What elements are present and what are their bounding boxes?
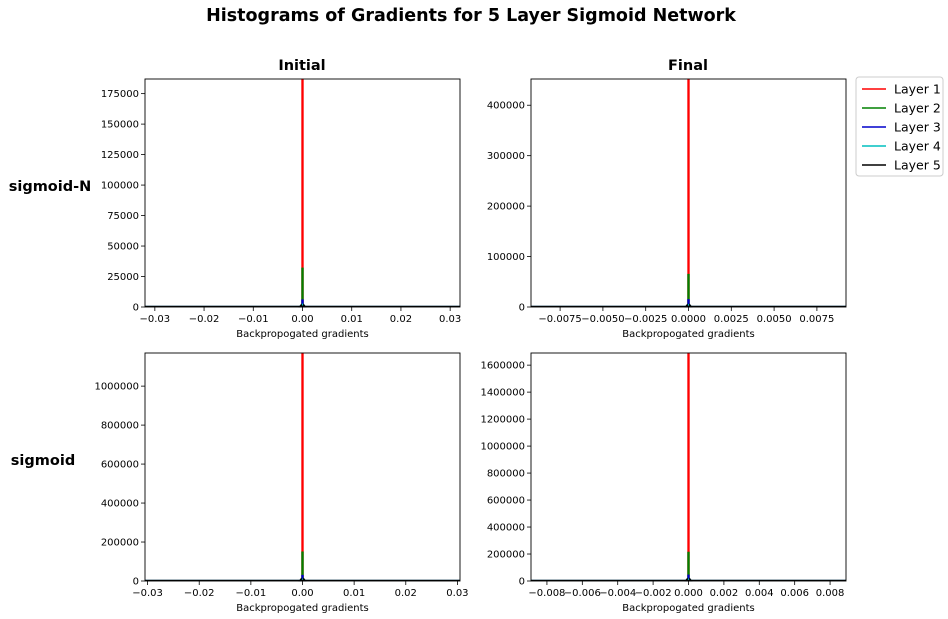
y-tick-label: 75000 — [107, 211, 139, 222]
col-title-final: Final — [668, 58, 708, 74]
y-tick-label: 150000 — [101, 120, 139, 131]
y-tick-label: 400000 — [487, 101, 525, 112]
x-tick-label: −0.01 — [236, 588, 267, 599]
y-tick-label: 300000 — [487, 151, 525, 162]
x-tick-label: −0.0025 — [624, 314, 667, 325]
y-tick-label: 200000 — [487, 202, 525, 213]
x-tick-label: 0.00 — [291, 588, 313, 599]
y-tick-label: 25000 — [107, 272, 139, 283]
x-tick-label: −0.006 — [564, 588, 601, 599]
legend-frame — [855, 76, 944, 177]
y-tick-label: 0 — [519, 303, 525, 314]
legend-label-layer-1: Layer 1 — [894, 82, 941, 97]
x-tick-label: −0.0050 — [581, 314, 624, 325]
figure-title: Histograms of Gradients for 5 Layer Sigm… — [206, 6, 736, 26]
x-axis-label: Backpropogated gradients — [622, 329, 755, 340]
y-tick-label: 0 — [133, 303, 139, 314]
x-tick-label: 0.03 — [439, 314, 461, 325]
x-tick-label: 0.000 — [674, 588, 703, 599]
y-tick-label: 800000 — [101, 421, 139, 432]
y-tick-label: 600000 — [487, 496, 525, 507]
x-tick-label: 0.002 — [710, 588, 739, 599]
y-tick-label: 100000 — [487, 252, 525, 263]
x-tick-label: 0.02 — [395, 588, 417, 599]
x-tick-label: 0.03 — [446, 588, 468, 599]
x-tick-label: −0.03 — [132, 588, 163, 599]
x-tick-label: −0.004 — [599, 588, 636, 599]
y-tick-label: 200000 — [101, 538, 139, 549]
x-axis-label: Backpropogated gradients — [236, 329, 369, 340]
legend: Layer 1 Layer 2 Layer 3 Layer 4 Layer 5 — [855, 76, 944, 177]
y-tick-label: 200000 — [487, 550, 525, 561]
y-tick-label: 1600000 — [480, 361, 525, 372]
row-label-sigmoid-n: sigmoid-N — [9, 179, 92, 195]
y-tick-label: 1400000 — [480, 388, 525, 399]
y-tick-label: 400000 — [487, 523, 525, 534]
x-tick-label: −0.01 — [238, 314, 269, 325]
panel-sigmoid-initial: −0.03 −0.02 −0.01 0.00 0.01 0.02 0.03 0 200000 40… — [94, 352, 469, 614]
y-tick-label: 0 — [133, 577, 139, 588]
x-tick-label: 0.0050 — [757, 314, 792, 325]
y-tick-label: 1000000 — [94, 382, 139, 393]
legend-label-layer-2: Layer 2 — [894, 101, 941, 116]
y-tick-label: 175000 — [101, 89, 139, 100]
x-tick-label: −0.02 — [184, 588, 215, 599]
histogram-spike-layer-1 — [298, 352, 307, 582]
y-tick-label: 125000 — [101, 150, 139, 161]
col-title-initial: Initial — [278, 58, 325, 74]
panel-sigmoid-n-final: −0.0075 −0.0050 −0.0025 0.0000 0.0025 0.0050 0… — [487, 78, 847, 340]
y-tick-label: 1200000 — [480, 415, 525, 426]
x-tick-label: −0.002 — [635, 588, 672, 599]
x-tick-label: −0.0075 — [538, 314, 581, 325]
panel-sigmoid-final: −0.008−0.006−0.004−0.002 0.000 0.002 0.004 0… — [480, 352, 847, 614]
x-tick-label: 0.006 — [780, 588, 809, 599]
y-tick-label: 400000 — [101, 499, 139, 510]
x-tick-label: −0.03 — [140, 314, 171, 325]
y-tick-label: 0 — [519, 577, 525, 588]
histogram-spike-layer-1 — [684, 78, 693, 308]
row-label-sigmoid: sigmoid — [11, 453, 75, 469]
x-tick-label: 0.0000 — [671, 314, 706, 325]
y-tick-label: 800000 — [487, 469, 525, 480]
histogram-spike-layer-1 — [684, 352, 693, 582]
x-axis-label: Backpropogated gradients — [622, 603, 755, 614]
x-tick-label: 0.004 — [745, 588, 774, 599]
x-tick-label: 0.02 — [390, 314, 412, 325]
legend-label-layer-5: Layer 5 — [894, 158, 941, 173]
y-tick-label: 100000 — [101, 181, 139, 192]
x-tick-label: 0.0075 — [799, 314, 834, 325]
x-tick-label: −0.02 — [189, 314, 220, 325]
x-tick-label: 0.01 — [343, 588, 365, 599]
x-tick-label: 0.008 — [816, 588, 845, 599]
x-tick-label: 0.0025 — [714, 314, 749, 325]
y-tick-label: 600000 — [101, 460, 139, 471]
panel-sigmoid-n-initial: −0.03 −0.02 −0.01 0.00 0.01 0.02 0.03 0 25000 500… — [101, 78, 461, 340]
y-tick-label: 50000 — [107, 242, 139, 253]
x-tick-label: 0.00 — [291, 314, 313, 325]
x-tick-label: −0.008 — [528, 588, 565, 599]
legend-label-layer-3: Layer 3 — [894, 120, 941, 135]
y-tick-label: 1000000 — [480, 442, 525, 453]
x-axis-label: Backpropogated gradients — [236, 603, 369, 614]
x-tick-label: 0.01 — [341, 314, 363, 325]
legend-label-layer-4: Layer 4 — [894, 139, 941, 154]
